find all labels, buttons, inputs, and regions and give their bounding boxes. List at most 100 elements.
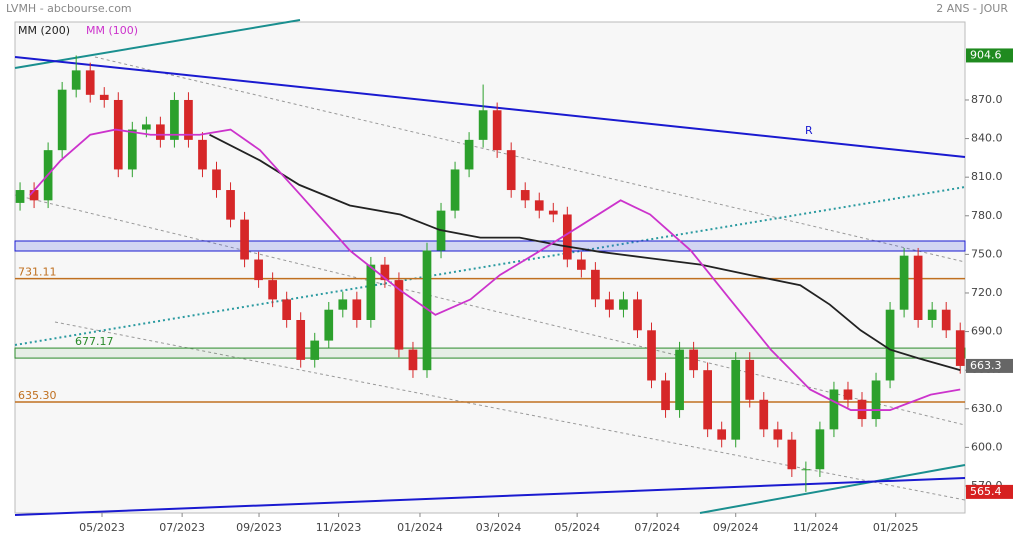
y-tick-label: 870.0 xyxy=(971,93,1003,106)
price-flag xyxy=(966,484,1013,499)
candle-body xyxy=(745,359,755,400)
level-label: 677.17 xyxy=(75,335,114,348)
candle-body xyxy=(927,309,937,320)
candle-body xyxy=(324,309,334,341)
support-line xyxy=(14,477,966,516)
candle-body xyxy=(759,399,769,430)
candle-body xyxy=(506,150,516,191)
y-tick-label: 780.0 xyxy=(971,209,1003,222)
x-tick-label: 11/2024 xyxy=(793,521,839,534)
y-tick-label: 750.0 xyxy=(971,247,1003,260)
candle-body xyxy=(619,299,628,310)
candle-body xyxy=(170,99,179,140)
candle-body xyxy=(955,330,965,366)
moving-average xyxy=(29,128,961,411)
candle-body xyxy=(913,255,923,320)
candle-body xyxy=(184,99,193,140)
candle-body xyxy=(282,299,292,320)
y-tick-label: 600.0 xyxy=(971,440,1003,453)
x-tick-label: 05/2024 xyxy=(554,521,600,534)
candle-body xyxy=(773,429,783,440)
candle-body xyxy=(885,309,895,381)
candle-body xyxy=(899,255,909,310)
x-tick-label: 05/2023 xyxy=(79,521,125,534)
candle-body xyxy=(408,349,418,371)
candle-body xyxy=(156,124,165,140)
y-tick-label: 720.0 xyxy=(971,286,1003,299)
candle-body xyxy=(787,439,797,470)
candle-body xyxy=(801,469,811,471)
candle-body xyxy=(450,169,460,211)
candle-body xyxy=(113,99,123,170)
candle-body xyxy=(633,299,642,331)
chart-subtitle: 2 ANS - JOUR xyxy=(936,2,1008,15)
price-flag-label: 904.6 xyxy=(970,48,1002,61)
legend-entry: MM (100) xyxy=(86,24,138,37)
price-flag xyxy=(966,48,1013,63)
teal-line xyxy=(14,19,301,69)
candle-body xyxy=(717,429,727,440)
support-dotted xyxy=(14,186,966,346)
resistance-zone xyxy=(14,240,966,252)
x-tick-label: 03/2024 xyxy=(476,521,522,534)
candle-body xyxy=(605,299,614,310)
candle-body xyxy=(57,89,67,151)
resistance-line xyxy=(14,56,966,158)
candle-body xyxy=(534,200,544,211)
candle-body xyxy=(815,429,825,470)
candle-body xyxy=(29,190,39,201)
candle-body xyxy=(296,319,306,360)
x-tick-label: 01/2024 xyxy=(397,521,443,534)
candle-body xyxy=(352,299,362,320)
candle-body xyxy=(310,340,320,360)
candle-body xyxy=(212,169,221,191)
candle-body xyxy=(394,280,404,350)
candle-body xyxy=(520,190,530,201)
x-tick-label: 09/2024 xyxy=(713,521,759,534)
candle-body xyxy=(127,129,137,170)
trend-lines xyxy=(14,19,966,516)
candle-body xyxy=(240,219,249,260)
candle-body xyxy=(85,70,95,95)
candle-body xyxy=(843,389,853,400)
candle-body xyxy=(15,190,25,203)
candle-body xyxy=(661,380,670,411)
price-flag-label: 565.4 xyxy=(970,485,1002,498)
level-label: 635.30 xyxy=(18,389,57,402)
candle-body xyxy=(464,139,474,170)
candle-body xyxy=(254,259,263,281)
x-tick-label: 07/2024 xyxy=(634,521,680,534)
candle-body xyxy=(731,359,741,440)
price-flag xyxy=(966,358,1013,373)
x-tick-label: 09/2023 xyxy=(236,521,282,534)
candle-body xyxy=(268,280,277,300)
legend-entry: MM (200) xyxy=(18,24,70,37)
channel-line xyxy=(94,56,966,263)
candle-body xyxy=(380,264,390,281)
candle-body xyxy=(562,214,572,260)
x-tick-label: 01/2025 xyxy=(873,521,919,534)
candle-body xyxy=(226,190,235,220)
candle-body xyxy=(703,370,712,430)
chart-title: LVMH - abcbourse.com xyxy=(6,2,132,15)
candle-body xyxy=(198,139,207,170)
candle-body xyxy=(141,124,151,130)
candle-body xyxy=(941,309,951,331)
candle-body xyxy=(689,349,698,371)
trend-label: R xyxy=(805,124,813,137)
level-label: 731.11 xyxy=(18,266,57,279)
teal-line xyxy=(699,464,966,514)
candle-body xyxy=(548,210,558,215)
candle-body xyxy=(366,264,376,320)
candle-body xyxy=(478,110,488,140)
x-tick-label: 07/2023 xyxy=(159,521,205,534)
moving-average xyxy=(209,133,961,372)
candle-body xyxy=(577,259,586,270)
y-tick-label: 630.0 xyxy=(971,402,1003,415)
candle-body xyxy=(71,70,81,90)
channel-line xyxy=(14,194,966,426)
level-box xyxy=(14,347,966,359)
y-tick-label: 810.0 xyxy=(971,170,1003,183)
candle-body xyxy=(422,250,432,371)
